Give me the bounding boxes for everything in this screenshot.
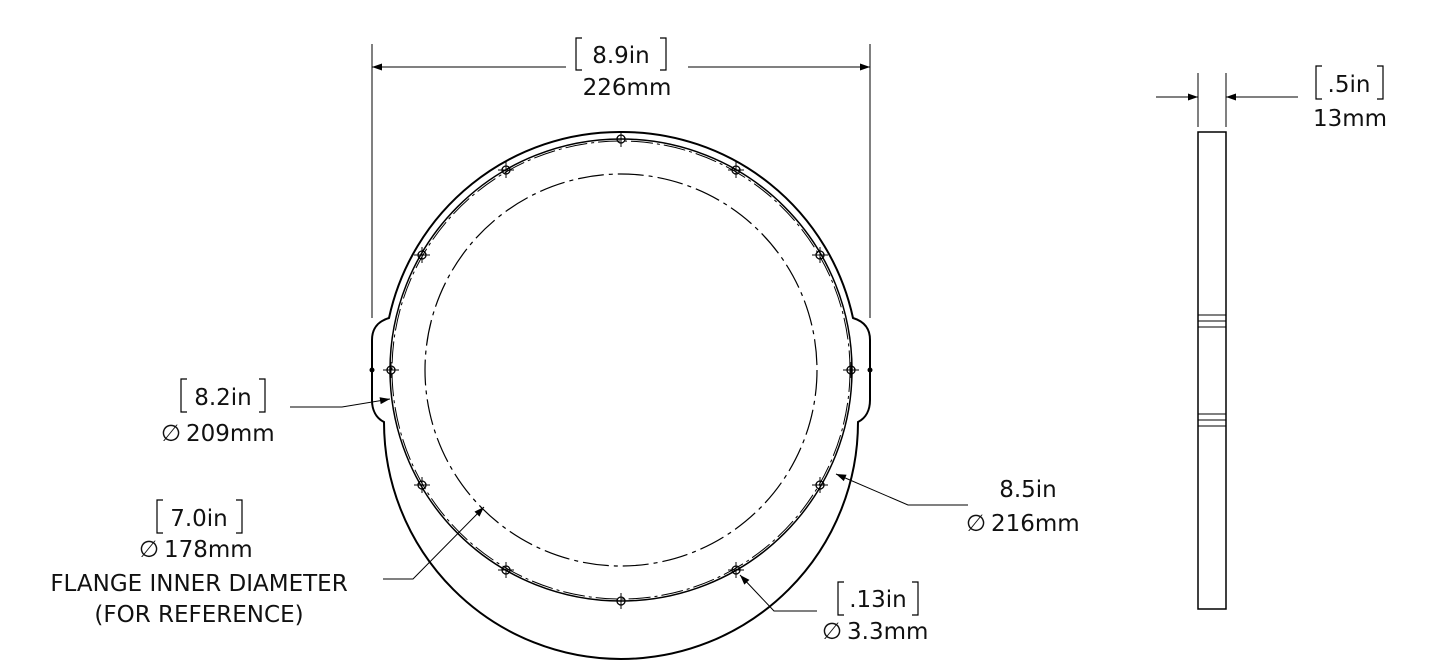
lug-mark	[867, 367, 873, 373]
inner-diameter-note-line1: FLANGE INNER DIAMETER	[50, 571, 347, 597]
outer-diameter-a-mm: 209mm	[186, 421, 275, 447]
ring-outer-edge	[371, 130, 871, 660]
mounting-holes	[369, 130, 873, 610]
diameter-symbol: ∅	[966, 511, 986, 537]
thickness-mm: 13mm	[1313, 106, 1387, 132]
diameter-symbol: ∅	[139, 537, 159, 563]
hole-mark	[811, 476, 829, 494]
leader-hole	[739, 574, 817, 612]
thickness-inches: .5in	[1328, 72, 1371, 98]
outer-diameter-b-mm: 216mm	[991, 511, 1080, 537]
hole-inches: .13in	[849, 587, 907, 613]
side-view: .5in 13mm	[1156, 65, 1387, 610]
outer-diameter-b-inches: 8.5in	[999, 477, 1057, 503]
leader-outer-diameter-b	[835, 473, 968, 506]
width-inches-label: 8.9in	[592, 43, 650, 69]
inner-diameter-inches: 7.0in	[170, 506, 228, 532]
bracket-right	[660, 37, 667, 71]
hole-mark	[497, 561, 515, 579]
hole-mm: 3.3mm	[847, 619, 928, 645]
outer-diameter-a-inches: 8.2in	[194, 385, 252, 411]
inner-diameter-centerline	[424, 173, 818, 567]
width-mm-label: 226mm	[583, 75, 672, 101]
leader-outer-diameter-a	[290, 397, 391, 408]
diameter-symbol: ∅	[822, 619, 842, 645]
leader-inner-diameter	[383, 506, 485, 580]
inner-diameter-note-line2: (FOR REFERENCE)	[94, 602, 303, 628]
hole-mark	[413, 476, 431, 494]
front-view: 8.9in 226mm 8.2in ∅ 209mm 7.0in ∅ 178mm …	[50, 37, 1080, 660]
hole-mark	[842, 361, 860, 379]
hole-mark	[382, 361, 400, 379]
lug-mark	[369, 367, 375, 373]
hole-mark	[612, 592, 630, 610]
inner-diameter-mm: 178mm	[164, 537, 253, 563]
side-profile	[1197, 131, 1227, 610]
hole-mark	[612, 130, 630, 148]
bracket-left	[575, 37, 582, 71]
diameter-symbol: ∅	[161, 421, 181, 447]
